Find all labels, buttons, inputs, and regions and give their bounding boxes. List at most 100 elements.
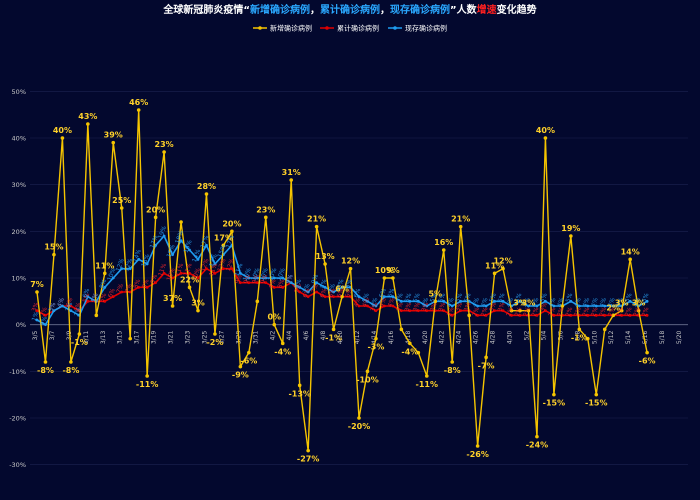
data-label: 7% <box>327 283 337 295</box>
data-label: 3% <box>539 301 549 313</box>
data-point <box>594 392 599 397</box>
data-point <box>569 234 573 238</box>
data-point <box>323 285 327 289</box>
data-point <box>492 271 497 276</box>
data-label: 17% <box>214 233 233 242</box>
data-label: 10% <box>242 267 253 282</box>
data-point <box>603 304 607 308</box>
data-label: 15% <box>216 243 227 258</box>
data-point <box>35 309 39 313</box>
data-point <box>306 290 310 294</box>
data-label: 2% <box>632 306 642 318</box>
data-point <box>213 262 217 266</box>
data-label: -3% <box>367 343 384 352</box>
data-label: 4% <box>598 297 608 309</box>
data-point <box>349 295 352 299</box>
data-point <box>43 360 48 364</box>
data-label: 4% <box>531 297 541 309</box>
x-tick-label: 4/20 <box>422 330 429 344</box>
data-label: 10% <box>191 267 202 282</box>
data-label: 5% <box>90 292 100 304</box>
chart-legend: 新增确诊病例 累计确诊病例 现存确诊病例 <box>253 24 447 33</box>
data-point <box>569 299 573 303</box>
data-point <box>527 304 530 308</box>
x-tick-label: 4/10 <box>337 330 344 344</box>
data-label: 6% <box>327 287 337 299</box>
data-label: 5% <box>624 292 634 304</box>
data-point <box>247 281 251 285</box>
legend-label: 累计确诊病例 <box>337 24 379 33</box>
title-part-3: ， <box>310 5 320 16</box>
data-label: 3% <box>615 299 629 308</box>
x-tick-label: 4/28 <box>490 330 497 344</box>
data-point <box>383 304 386 308</box>
data-point <box>281 276 285 280</box>
data-point <box>230 267 234 271</box>
data-point <box>205 243 208 247</box>
x-tick-label: 3/5 <box>32 330 39 340</box>
data-label: 5% <box>488 292 498 304</box>
data-point <box>264 281 268 285</box>
data-label: 7% <box>293 283 303 295</box>
data-label: -9% <box>232 371 249 380</box>
data-label: 5% <box>514 292 524 304</box>
x-tick-label: 3/23 <box>185 330 192 344</box>
data-label: -8% <box>37 366 54 375</box>
data-label: 2% <box>514 306 524 318</box>
data-label: -2% <box>206 338 223 347</box>
data-point <box>357 416 361 420</box>
data-point <box>484 313 488 317</box>
title-part-7: ”人数 <box>450 3 478 16</box>
data-label: 23% <box>256 205 275 214</box>
data-label: 3% <box>48 301 58 313</box>
data-label: 5% <box>641 292 651 304</box>
data-point <box>187 285 192 290</box>
data-label: 3% <box>370 301 380 313</box>
data-point <box>476 304 480 308</box>
data-point <box>611 304 615 308</box>
data-label: 16% <box>434 238 453 247</box>
legend-label: 新增确诊病例 <box>270 24 312 33</box>
data-label: 4% <box>581 297 591 309</box>
data-point <box>332 295 335 299</box>
data-label: -15% <box>585 399 607 408</box>
data-point <box>425 304 429 308</box>
data-label: 3% <box>454 301 464 313</box>
data-point <box>501 309 505 313</box>
data-point <box>416 309 420 313</box>
data-point <box>120 267 124 271</box>
x-tick-label: 4/4 <box>286 330 293 340</box>
data-point <box>61 304 64 308</box>
data-point <box>331 327 336 332</box>
data-label: 21% <box>451 215 470 224</box>
x-tick-label: 5/14 <box>625 330 632 344</box>
data-label: 6% <box>387 287 397 299</box>
x-tick-label: 3/13 <box>100 330 107 344</box>
y-tick-label: -10% <box>9 368 26 376</box>
data-point <box>645 299 649 303</box>
data-point <box>35 318 39 322</box>
data-point <box>69 309 73 313</box>
data-point <box>518 313 522 317</box>
data-point <box>264 276 268 280</box>
data-point <box>636 308 641 313</box>
data-point <box>69 360 73 364</box>
data-label: -27% <box>297 455 319 464</box>
data-label: 0% <box>267 313 281 322</box>
data-point <box>357 295 361 299</box>
data-label: 11% <box>233 262 244 277</box>
data-label: 2% <box>607 306 617 318</box>
data-label: 11% <box>485 261 504 270</box>
data-point <box>484 355 488 360</box>
x-tick-label: 5/12 <box>608 330 615 344</box>
legend-swatch-marker <box>258 26 262 30</box>
x-tick-label: 4/8 <box>320 330 327 340</box>
data-label: 4% <box>446 297 456 309</box>
x-tick-label: 3/27 <box>218 330 225 344</box>
data-label: 10% <box>375 266 394 275</box>
data-point <box>408 299 412 303</box>
data-label: 12% <box>225 257 236 272</box>
data-label: -8% <box>444 366 461 375</box>
data-point <box>602 327 607 332</box>
data-label: 17% <box>199 234 210 249</box>
